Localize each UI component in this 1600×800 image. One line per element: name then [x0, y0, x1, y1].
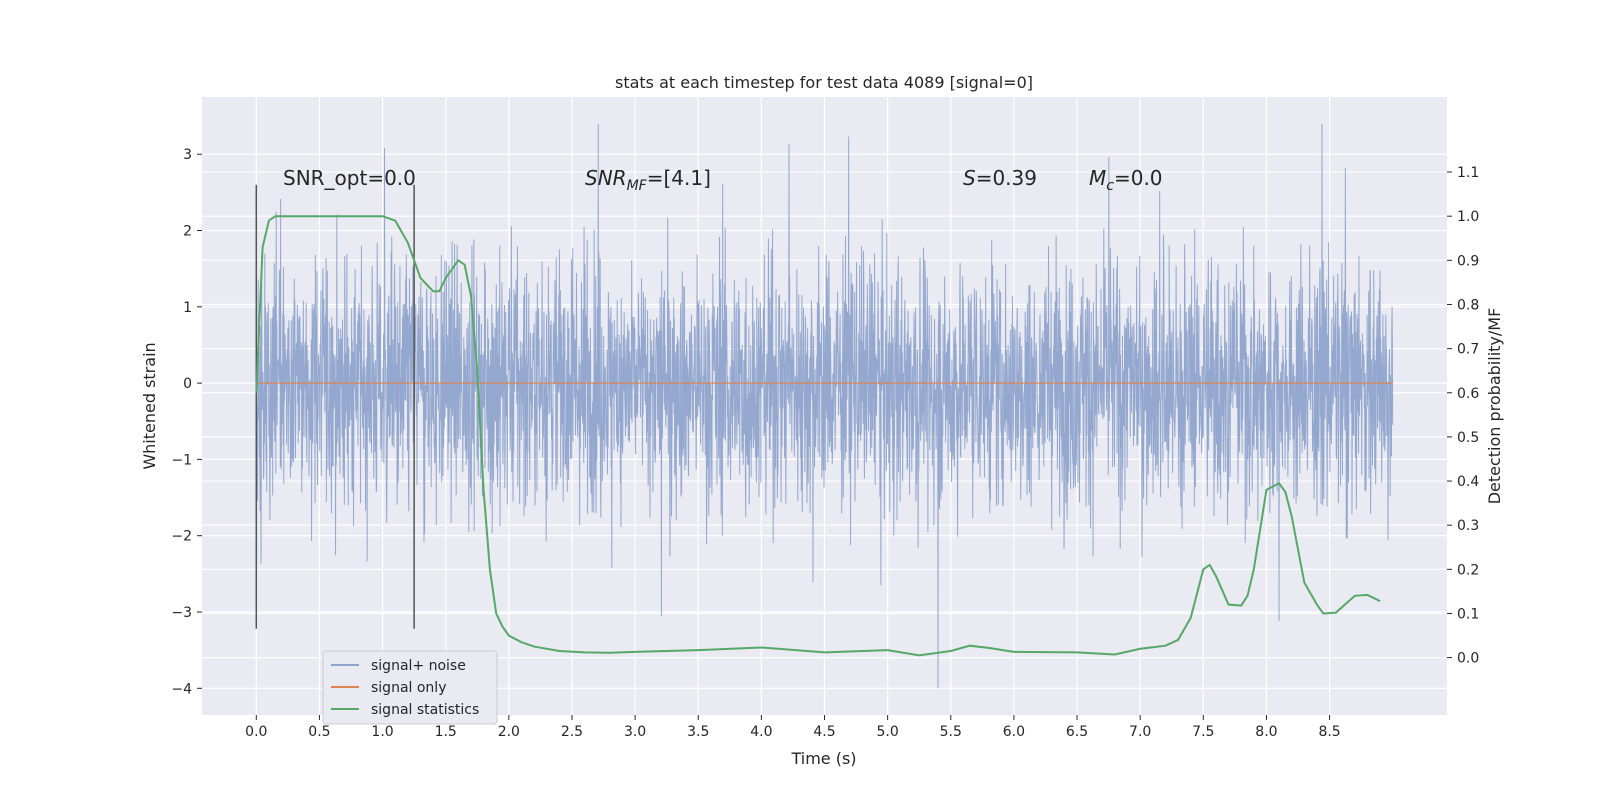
- y2-tick-label: 0.5: [1457, 430, 1479, 446]
- signal-noise-series: [255, 123, 1394, 689]
- y2-tick-label: 0.6: [1457, 386, 1479, 402]
- y-left-ticks: 3 2 1 0 −1 −2 −3 −4: [171, 147, 202, 697]
- y-tick-label: 2: [183, 224, 192, 240]
- x-tick-label: 4.0: [750, 724, 772, 740]
- x-tick-label: 3.5: [687, 724, 709, 740]
- x-tick-label: 2.0: [498, 724, 520, 740]
- y-tick-label: 1: [183, 300, 192, 316]
- y2-tick-label: 1.1: [1457, 165, 1479, 181]
- y2-tick-label: 0.2: [1457, 562, 1479, 578]
- y2-axis-label: Detection probability/MF: [1485, 308, 1504, 505]
- x-tick-label: 6.0: [1003, 724, 1025, 740]
- x-tick-label: 5.5: [940, 724, 962, 740]
- legend-label-noise: signal+ noise: [371, 658, 466, 674]
- x-tick-label: 8.5: [1318, 724, 1340, 740]
- x-tick-label: 3.0: [624, 724, 646, 740]
- y2-tick-label: 0.9: [1457, 253, 1479, 269]
- legend-label-signal: signal only: [371, 680, 446, 696]
- x-tick-label: 1.0: [371, 724, 393, 740]
- y2-tick-label: 0.0: [1457, 651, 1479, 667]
- x-tick-label: 1.5: [435, 724, 457, 740]
- y2-tick-label: 0.4: [1457, 474, 1479, 490]
- y-tick-label: −3: [171, 605, 192, 621]
- signal-statistics-series: [255, 215, 1381, 657]
- y-axis-label: Whitened strain: [140, 342, 159, 469]
- y-tick-label: −1: [171, 452, 192, 468]
- annotation-snr-opt: SNR_opt=0.0: [283, 166, 416, 190]
- annotation-s: S=0.39: [963, 166, 1037, 190]
- x-tick-label: 7.5: [1192, 724, 1214, 740]
- y-right-ticks: 1.1 1.0 0.9 0.8 0.7 0.6 0.5 0.4 0.3 0.2 0.1 0.0: [1447, 165, 1479, 667]
- legend-box: [322, 650, 498, 725]
- y2-tick-label: 0.1: [1457, 606, 1479, 622]
- signal-statistics-line: [255, 215, 1381, 657]
- y2-tick-label: 0.7: [1457, 342, 1479, 358]
- y-tick-label: 0: [183, 376, 192, 392]
- legend: signal+ noise signal only signal statist…: [322, 650, 498, 725]
- x-tick-label: 7.0: [1129, 724, 1151, 740]
- chart-title: stats at each timestep for test data 408…: [615, 73, 1033, 92]
- x-tick-label: 4.5: [813, 724, 835, 740]
- noise-trace: [255, 123, 1394, 689]
- y2-tick-label: 1.0: [1457, 209, 1479, 225]
- y-tick-label: 3: [183, 147, 192, 163]
- annotation-snr-mf: SNRMF=[4.1]: [585, 166, 711, 194]
- y-tick-label: −2: [171, 529, 192, 545]
- annotation-mc: Mc=0.0: [1089, 166, 1163, 194]
- y-tick-label: −4: [171, 681, 192, 697]
- x-tick-label: 6.5: [1066, 724, 1088, 740]
- x-tick-label: 5.0: [877, 724, 899, 740]
- x-axis-label: Time (s): [790, 749, 856, 768]
- x-tick-label: 8.0: [1255, 724, 1277, 740]
- y2-tick-label: 0.8: [1457, 297, 1479, 313]
- x-tick-label: 0.0: [245, 724, 267, 740]
- x-tick-label: 0.5: [308, 724, 330, 740]
- x-tick-label: 2.5: [561, 724, 583, 740]
- x-ticks: 0.0 0.5 1.0 1.5 2.0 2.5 3.0 3.5 4.0 4.5 5.0 5.5 6.0 6…: [245, 715, 1341, 740]
- legend-label-stats: signal statistics: [371, 702, 479, 718]
- y2-tick-label: 0.3: [1457, 518, 1479, 534]
